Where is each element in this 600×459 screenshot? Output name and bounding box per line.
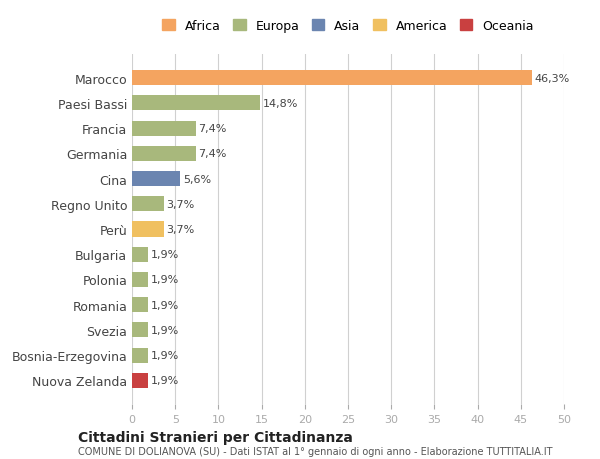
Text: 1,9%: 1,9% (151, 350, 179, 360)
Text: 1,9%: 1,9% (151, 325, 179, 335)
Text: COMUNE DI DOLIANOVA (SU) - Dati ISTAT al 1° gennaio di ogni anno - Elaborazione : COMUNE DI DOLIANOVA (SU) - Dati ISTAT al… (78, 447, 553, 456)
Bar (132, 146, 196, 162)
Bar (132, 172, 181, 187)
Bar (132, 272, 148, 287)
Bar (132, 373, 148, 388)
Text: 1,9%: 1,9% (151, 250, 179, 260)
Bar (132, 71, 532, 86)
Bar (132, 323, 148, 338)
Text: 7,4%: 7,4% (199, 124, 227, 134)
Bar (132, 96, 260, 111)
Bar (132, 197, 164, 212)
Bar (132, 247, 148, 262)
Text: 1,9%: 1,9% (151, 375, 179, 386)
Text: 3,7%: 3,7% (167, 199, 195, 209)
Bar (132, 297, 148, 313)
Bar (132, 348, 148, 363)
Text: 1,9%: 1,9% (151, 275, 179, 285)
Text: 46,3%: 46,3% (535, 73, 570, 84)
Text: 1,9%: 1,9% (151, 300, 179, 310)
Text: 3,7%: 3,7% (167, 224, 195, 235)
Text: Cittadini Stranieri per Cittadinanza: Cittadini Stranieri per Cittadinanza (78, 430, 353, 444)
Bar (132, 121, 196, 136)
Text: 7,4%: 7,4% (199, 149, 227, 159)
Text: 5,6%: 5,6% (183, 174, 211, 184)
Text: 14,8%: 14,8% (262, 99, 298, 109)
Legend: Africa, Europa, Asia, America, Oceania: Africa, Europa, Asia, America, Oceania (158, 16, 538, 36)
Bar (132, 222, 164, 237)
